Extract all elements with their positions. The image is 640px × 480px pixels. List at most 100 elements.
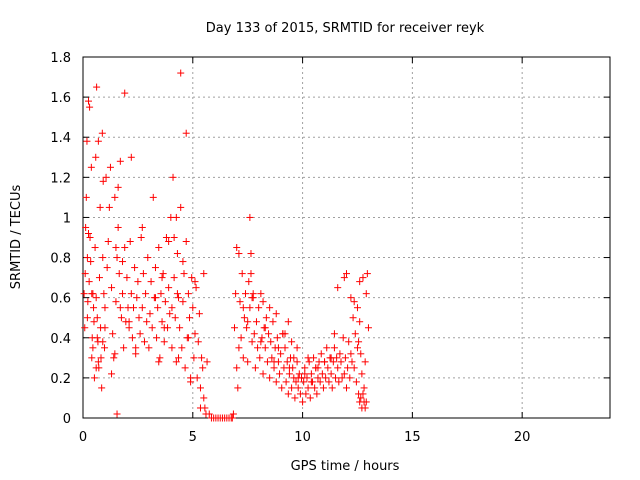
data-point xyxy=(351,330,359,338)
data-point xyxy=(257,338,265,346)
data-point xyxy=(281,330,289,338)
data-point xyxy=(235,250,243,258)
data-point xyxy=(177,69,185,77)
data-point xyxy=(105,203,113,211)
data-point xyxy=(175,354,183,362)
data-point xyxy=(304,384,312,392)
data-point xyxy=(172,213,180,221)
data-point xyxy=(350,364,358,372)
data-point xyxy=(284,318,292,326)
data-point xyxy=(184,334,192,342)
data-point xyxy=(121,244,129,252)
data-point xyxy=(318,370,326,378)
axis-ticks xyxy=(82,56,610,419)
data-point xyxy=(94,137,102,145)
data-point xyxy=(104,238,112,246)
data-point xyxy=(192,284,200,292)
data-point xyxy=(83,137,91,145)
data-point xyxy=(162,234,170,241)
data-point xyxy=(294,384,302,392)
data-point xyxy=(272,378,280,386)
data-point xyxy=(288,384,296,392)
data-point xyxy=(166,310,174,318)
x-axis-title: GPS time / hours xyxy=(291,459,400,474)
data-point xyxy=(276,370,284,378)
data-point xyxy=(356,318,364,326)
data-point xyxy=(245,278,253,286)
data-point xyxy=(244,358,252,366)
y-tick-label: 1.6 xyxy=(50,91,71,106)
data-point xyxy=(179,298,187,306)
data-point xyxy=(121,89,129,97)
data-point xyxy=(329,358,337,366)
data-point xyxy=(274,344,282,352)
y-tick-label: 1 xyxy=(63,211,71,226)
data-point xyxy=(108,284,116,292)
data-point xyxy=(350,298,358,306)
data-point xyxy=(301,370,309,378)
y-tick-label: 0.6 xyxy=(50,292,71,307)
data-point xyxy=(258,334,266,342)
data-point xyxy=(185,314,193,322)
data-point xyxy=(240,314,248,322)
data-point xyxy=(243,324,251,332)
data-point xyxy=(294,374,302,382)
data-point xyxy=(256,354,264,362)
plot-frame xyxy=(82,56,611,419)
data-point xyxy=(247,270,255,278)
data-point xyxy=(345,338,353,346)
data-point xyxy=(261,324,269,332)
data-point xyxy=(101,324,109,332)
data-point xyxy=(268,354,276,362)
data-point xyxy=(246,213,254,221)
data-point xyxy=(349,314,357,322)
data-point xyxy=(193,374,201,382)
data-point xyxy=(363,270,371,278)
data-point xyxy=(262,314,270,322)
data-point xyxy=(168,344,176,352)
data-point xyxy=(120,344,128,352)
data-point xyxy=(138,304,146,312)
data-point xyxy=(97,354,105,362)
data-point xyxy=(175,294,183,302)
data-point xyxy=(236,298,244,306)
data-point xyxy=(282,378,290,386)
data-point xyxy=(89,344,97,352)
data-point xyxy=(187,374,195,382)
data-point xyxy=(92,153,100,161)
data-point xyxy=(156,354,164,362)
data-point xyxy=(149,193,157,201)
data-point xyxy=(319,384,327,392)
data-point xyxy=(307,378,315,386)
data-point xyxy=(98,129,106,137)
data-point xyxy=(81,270,89,278)
data-point xyxy=(199,364,207,372)
data-point xyxy=(205,410,213,418)
data-point xyxy=(188,274,196,282)
data-point xyxy=(317,350,325,358)
data-point xyxy=(140,338,148,346)
data-point xyxy=(321,358,329,366)
data-point xyxy=(259,370,267,378)
data-point xyxy=(82,193,90,201)
data-point xyxy=(170,274,178,282)
data-point xyxy=(359,274,367,282)
data-point xyxy=(123,274,131,282)
data-point xyxy=(92,364,100,372)
data-point xyxy=(93,83,101,91)
data-point xyxy=(293,358,301,366)
data-point xyxy=(336,350,344,358)
data-point xyxy=(170,234,178,241)
data-point xyxy=(125,318,133,326)
data-point xyxy=(81,324,89,332)
x-tick-labels: 0 5 10 15 20 xyxy=(79,430,531,445)
data-point xyxy=(312,364,320,372)
data-point xyxy=(171,314,179,322)
data-point xyxy=(172,358,180,366)
data-point xyxy=(147,278,155,286)
data-point xyxy=(249,290,257,298)
data-point xyxy=(83,254,91,262)
y-tick-label: 1.4 xyxy=(50,131,71,146)
data-point xyxy=(86,234,94,241)
